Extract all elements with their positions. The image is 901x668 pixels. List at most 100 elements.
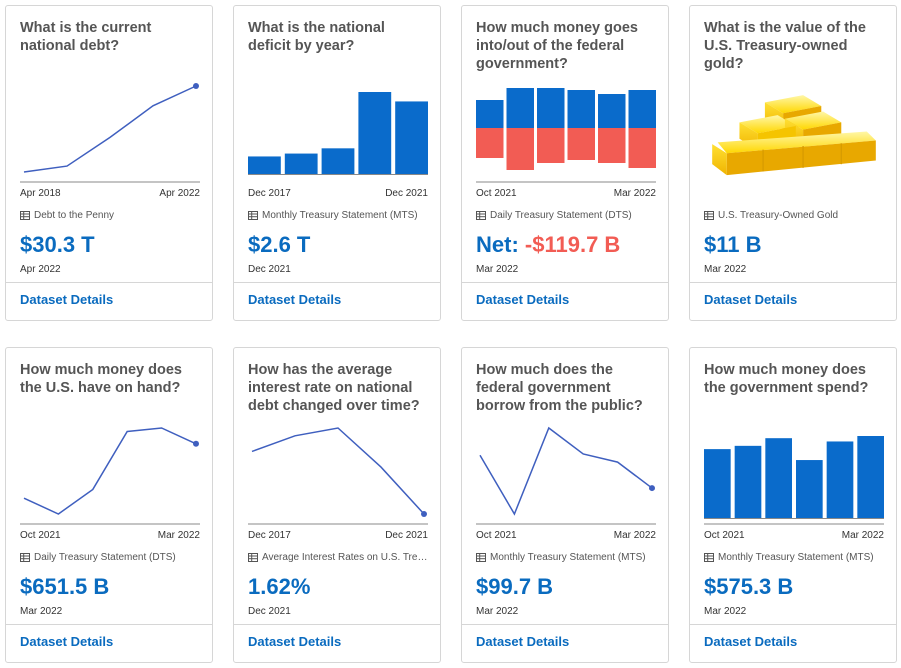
net-value: -$119.7 B xyxy=(524,232,621,257)
bar xyxy=(826,441,854,518)
card-divider xyxy=(462,282,668,283)
axis-start-label: Dec 2017 xyxy=(248,530,291,541)
axis-start-label: Oct 2021 xyxy=(476,188,517,199)
national-debt-chart xyxy=(20,83,200,183)
source-text: Monthly Treasury Statement (MTS) xyxy=(262,210,418,221)
card-date: Mar 2022 xyxy=(476,606,519,617)
axis-start-label: Oct 2021 xyxy=(20,530,61,541)
receipts-bar xyxy=(628,90,656,128)
source-text: Monthly Treasury Statement (MTS) xyxy=(718,552,874,563)
table-icon xyxy=(248,553,258,562)
gold-bars-image xyxy=(712,95,876,176)
card-value: $2.6 T xyxy=(248,232,311,257)
source-label: Monthly Treasury Statement (MTS) xyxy=(704,552,888,563)
card-value: $11 B xyxy=(704,232,762,257)
axis-start-label: Oct 2021 xyxy=(476,530,517,541)
card-national-debt: What is the current national debt? Apr 2… xyxy=(5,5,213,321)
card-public-borrowing: How much does the federal government bor… xyxy=(461,347,669,663)
card-question: How much does the federal government bor… xyxy=(476,362,643,414)
bar xyxy=(395,101,428,174)
source-label: U.S. Treasury-Owned Gold xyxy=(704,210,888,221)
table-icon xyxy=(248,211,258,220)
public-borrowing-chart xyxy=(476,426,656,525)
dataset-details-link[interactable]: Dataset Details xyxy=(704,292,798,307)
dataset-details-link[interactable]: Dataset Details xyxy=(704,634,798,649)
dataset-details-link[interactable]: Dataset Details xyxy=(20,292,114,307)
bar xyxy=(796,460,823,518)
axis-start-label: Dec 2017 xyxy=(248,188,291,199)
card-value: $99.7 B xyxy=(476,574,554,599)
dataset-details-link[interactable]: Dataset Details xyxy=(20,634,114,649)
table-icon xyxy=(476,211,486,220)
table-icon xyxy=(20,211,30,220)
card-question: What is the value of the U.S. Treasury-o… xyxy=(704,20,866,72)
axis-end-label: Apr 2022 xyxy=(159,188,200,199)
outlays-bar xyxy=(476,128,504,158)
source-text: Daily Treasury Statement (DTS) xyxy=(490,210,632,221)
national-deficit-chart xyxy=(248,92,428,175)
card-national-deficit: What is the national deficit by year? De… xyxy=(233,5,441,321)
table-icon xyxy=(704,211,714,220)
axis-end-label: Mar 2022 xyxy=(157,530,200,541)
card-divider xyxy=(690,624,896,625)
card-divider xyxy=(690,282,896,283)
data-point xyxy=(193,83,199,89)
series-line xyxy=(23,427,197,515)
axis-end-label: Dec 2021 xyxy=(385,188,428,199)
bar xyxy=(284,153,318,174)
source-text: Daily Treasury Statement (DTS) xyxy=(34,552,176,563)
receipts-bar xyxy=(537,88,565,128)
source-label: Monthly Treasury Statement (MTS) xyxy=(476,552,660,563)
series-line xyxy=(479,426,653,516)
card-question: How much money does the U.S. have on han… xyxy=(20,362,182,396)
bar xyxy=(734,445,762,518)
card-question: How much money does the government spend… xyxy=(704,362,869,396)
source-label: Monthly Treasury Statement (MTS) xyxy=(248,210,432,221)
cash-on-hand-chart xyxy=(20,427,200,525)
dataset-details-link[interactable]: Dataset Details xyxy=(248,292,342,307)
bar xyxy=(704,449,731,518)
gold-bar-bottom xyxy=(712,131,876,176)
government-spending-chart xyxy=(704,436,884,525)
card-date: Mar 2022 xyxy=(704,264,747,275)
outlays-bar xyxy=(567,128,595,160)
axis-start-label: Oct 2021 xyxy=(704,530,745,541)
card-cash-on-hand: How much money does the U.S. have on han… xyxy=(5,347,213,663)
card-date: Mar 2022 xyxy=(20,606,63,617)
card-government-spending: How much money does the government spend… xyxy=(689,347,897,663)
card-divider xyxy=(234,282,440,283)
table-icon xyxy=(704,553,714,562)
dataset-details-link[interactable]: Dataset Details xyxy=(248,634,342,649)
net-label: Net: xyxy=(476,232,519,257)
bar xyxy=(765,438,792,518)
card-question: How much money goes into/out of the fede… xyxy=(476,20,638,72)
card-divider xyxy=(234,624,440,625)
table-icon xyxy=(20,553,30,562)
source-text: Debt to the Penny xyxy=(34,210,115,221)
dataset-details-link[interactable]: Dataset Details xyxy=(476,292,570,307)
card-value: $30.3 T xyxy=(20,232,95,257)
source-text: U.S. Treasury-Owned Gold xyxy=(718,210,839,221)
outlays-bar xyxy=(506,128,534,170)
card-treasury-gold: What is the value of the U.S. Treasury-o… xyxy=(689,5,897,321)
data-point xyxy=(421,511,427,517)
source-label: Debt to the Penny xyxy=(20,210,204,221)
bar xyxy=(358,92,392,174)
card-divider xyxy=(6,282,212,283)
source-label: Daily Treasury Statement (DTS) xyxy=(476,210,660,221)
card-value: Net: -$119.7 B xyxy=(476,232,620,258)
data-point xyxy=(193,440,199,447)
axis-end-label: Mar 2022 xyxy=(613,188,656,199)
receipts-bar xyxy=(598,94,626,128)
dataset-details-link[interactable]: Dataset Details xyxy=(476,634,570,649)
source-text: Monthly Treasury Statement (MTS) xyxy=(490,552,646,563)
source-label: Daily Treasury Statement (DTS) xyxy=(20,552,204,563)
interest-rate-chart xyxy=(248,427,428,525)
card-interest-rate: How has the average interest rate on nat… xyxy=(233,347,441,663)
card-question: How has the average interest rate on nat… xyxy=(248,362,420,414)
axis-end-label: Dec 2021 xyxy=(385,530,428,541)
table-icon xyxy=(476,553,486,562)
bar xyxy=(321,148,355,174)
card-value: $651.5 B xyxy=(20,574,110,599)
federal-flows-chart xyxy=(476,88,656,183)
